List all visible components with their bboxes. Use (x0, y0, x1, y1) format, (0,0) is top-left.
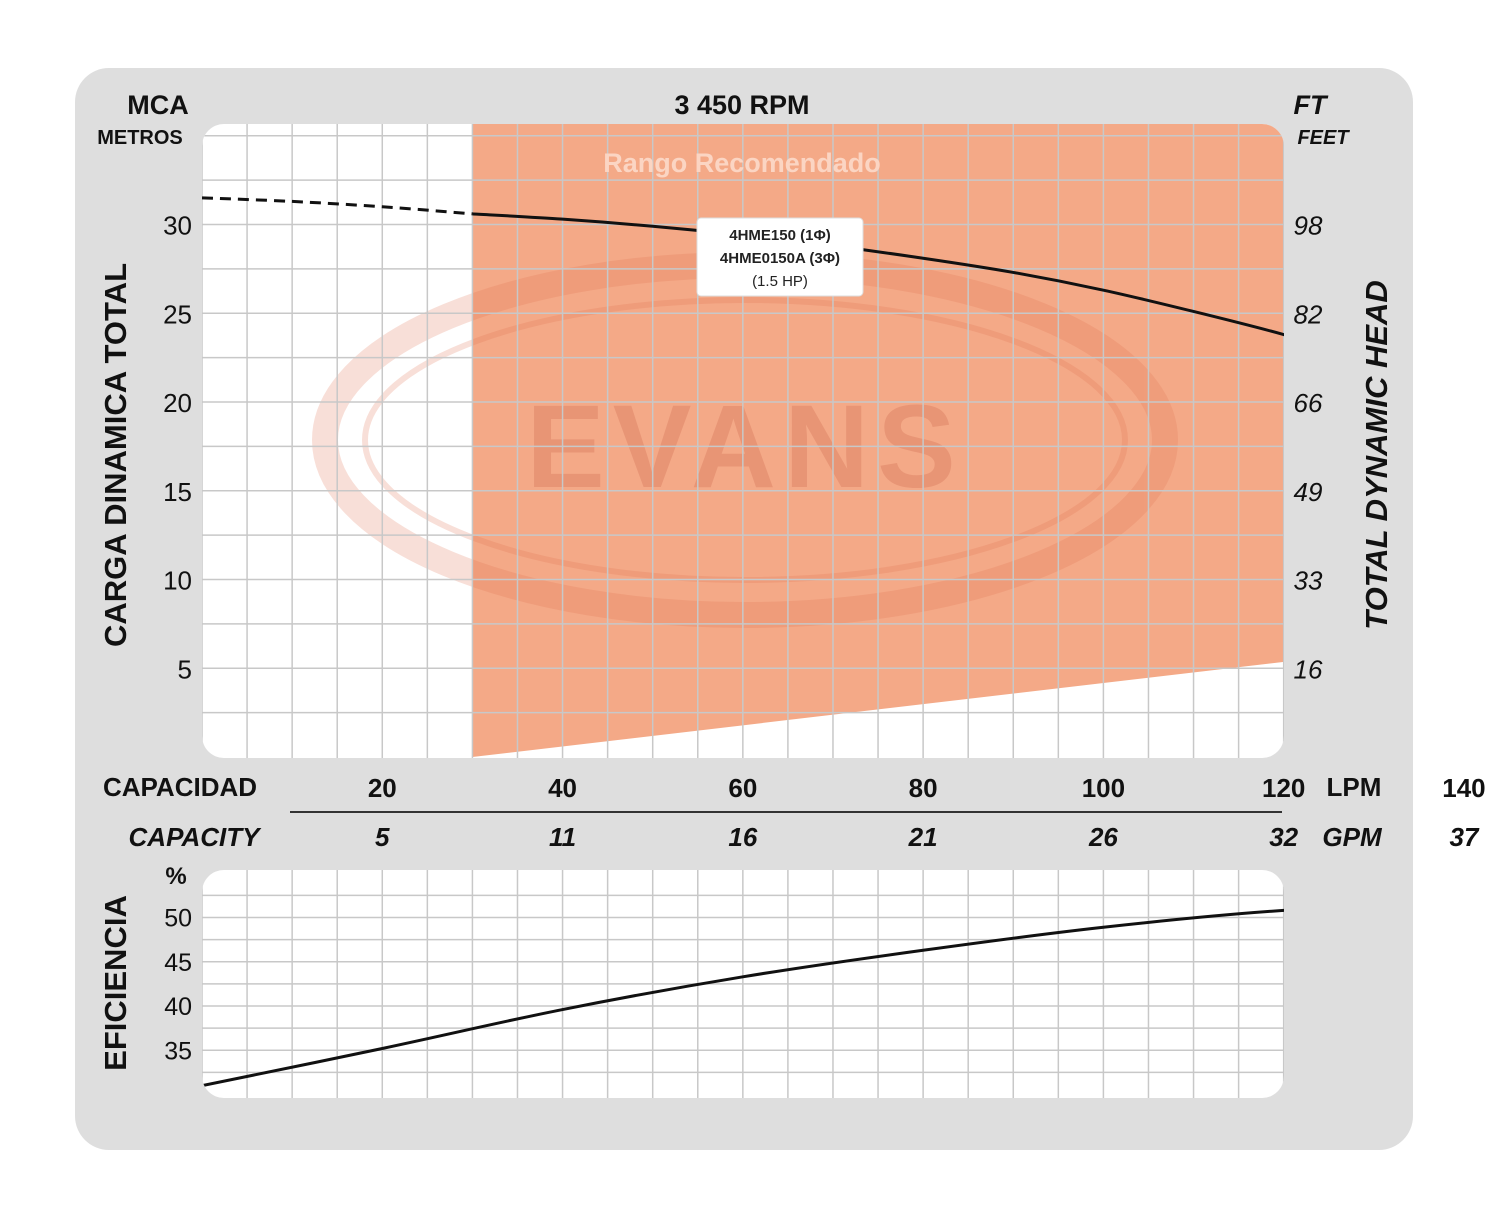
y-tick-feet: 98 (1294, 211, 1323, 241)
left-unit-label: MCA (127, 90, 189, 120)
y-axis-title-left: CARGA DINAMICA TOTAL (98, 263, 133, 647)
x-axis-unit-gpm: GPM (1322, 822, 1383, 852)
x-tick-lpm: 140 (1442, 773, 1485, 803)
y-axis-title-right: TOTAL DYNAMIC HEAD (1359, 280, 1394, 630)
y-tick-feet: 66 (1294, 388, 1323, 418)
right-unit-sublabel: FEET (1297, 127, 1350, 149)
y-tick-efficiency: 35 (164, 1037, 192, 1065)
x-tick-lpm: 20 (368, 773, 397, 803)
model-label-line-2: 4HME0150A (3Φ) (720, 250, 840, 267)
x-axis-unit-lpm: LPM (1327, 772, 1382, 802)
y-tick-feet: 33 (1294, 566, 1323, 596)
head-curve-dashed-0 (202, 196, 473, 216)
left-unit-sublabel: METROS (97, 127, 183, 149)
model-label-line-3: (1.5 HP) (752, 273, 808, 290)
x-tick-gpm: 16 (728, 822, 757, 852)
efficiency-axis-title: EFICIENCIA (98, 895, 133, 1071)
y-tick-efficiency: 45 (164, 949, 192, 977)
x-tick-gpm: 26 (1088, 822, 1118, 852)
x-tick-lpm: 60 (728, 773, 757, 803)
right-unit-label: FT (1294, 90, 1329, 120)
efficiency-unit: % (165, 863, 186, 890)
x-tick-gpm: 11 (549, 822, 576, 852)
y-tick-feet: 82 (1294, 299, 1323, 329)
rpm-label: 3 450 RPM (674, 90, 809, 120)
y-tick-meters: 5 (178, 654, 192, 684)
y-tick-feet: 16 (1294, 654, 1323, 684)
y-tick-efficiency: 40 (164, 993, 192, 1021)
recommended-range-area (472, 124, 1284, 757)
y-tick-meters: 30 (163, 211, 192, 241)
y-tick-feet: 49 (1294, 477, 1323, 507)
x-tick-lpm: 80 (909, 773, 938, 803)
model-label-box: 4HME150 (1Φ) 4HME0150A (3Φ) (1.5 HP) (696, 217, 864, 297)
x-tick-gpm: 37 (1449, 822, 1479, 852)
y-tick-meters: 10 (163, 566, 192, 596)
y-tick-efficiency: 50 (164, 905, 192, 933)
x-axis-title-lpm: CAPACIDAD (103, 772, 257, 802)
x-tick-gpm: 5 (375, 822, 390, 852)
model-label-line-1: 4HME150 (1Φ) (729, 227, 831, 244)
x-tick-lpm: 120 (1262, 773, 1305, 803)
x-tick-gpm: 32 (1269, 822, 1298, 852)
y-tick-meters: 20 (163, 388, 192, 418)
y-tick-meters: 25 (163, 299, 192, 329)
y-tick-meters: 15 (163, 477, 192, 507)
x-axis-title-gpm: CAPACITY (129, 822, 263, 852)
x-tick-lpm: 40 (548, 773, 577, 803)
range-label: Rango Recomendado (603, 148, 881, 178)
x-tick-gpm: 21 (908, 822, 938, 852)
efficiency-curve (202, 901, 1284, 1088)
x-tick-lpm: 100 (1082, 773, 1125, 803)
